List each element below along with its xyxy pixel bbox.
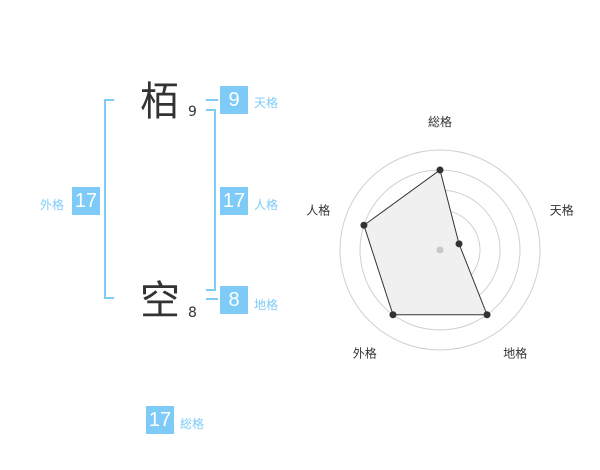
chikaku-value: 8 [220, 286, 248, 314]
gaikaku-value: 17 [72, 187, 100, 215]
bracket-tick [104, 297, 114, 299]
radar-axis-label: 総格 [428, 114, 452, 129]
chikaku-label: 地格 [254, 298, 279, 312]
radar-point [436, 166, 444, 174]
tenkaku-tick [206, 99, 218, 101]
radar-point [360, 221, 368, 229]
soukaku-label: 総格 [180, 417, 205, 431]
soukaku-value: 17 [146, 406, 174, 434]
radar-center [436, 246, 444, 254]
radar-point [455, 240, 463, 248]
radar-axis-label: 人格 [306, 202, 330, 217]
stroke-count-1: 9 [188, 104, 197, 120]
tenkaku-label: 天格 [254, 96, 279, 110]
radar-ring [339, 149, 541, 351]
bracket-tick [206, 289, 216, 291]
radar-axis-label: 天格 [550, 202, 574, 217]
jinkaku-value: 17 [220, 187, 248, 215]
radar-axis-label: 地格 [503, 346, 527, 361]
radar-point [483, 311, 491, 319]
stroke-count-2: 8 [188, 305, 197, 321]
bracket-tick [206, 109, 216, 111]
radar-point [389, 311, 397, 319]
gaikaku-bracket [104, 99, 106, 299]
gaikaku-label: 外格 [40, 198, 65, 212]
tenkaku-value: 9 [220, 86, 248, 114]
name-char-2: 空 [140, 278, 180, 324]
jinkaku-label: 人格 [254, 198, 279, 212]
radar-area [363, 169, 488, 316]
name-char-1: 栢 [140, 79, 180, 125]
radar-axis-label: 外格 [353, 346, 377, 361]
bracket-tick [104, 99, 114, 101]
jinkaku-bracket [214, 109, 216, 291]
chikaku-tick [206, 298, 218, 300]
